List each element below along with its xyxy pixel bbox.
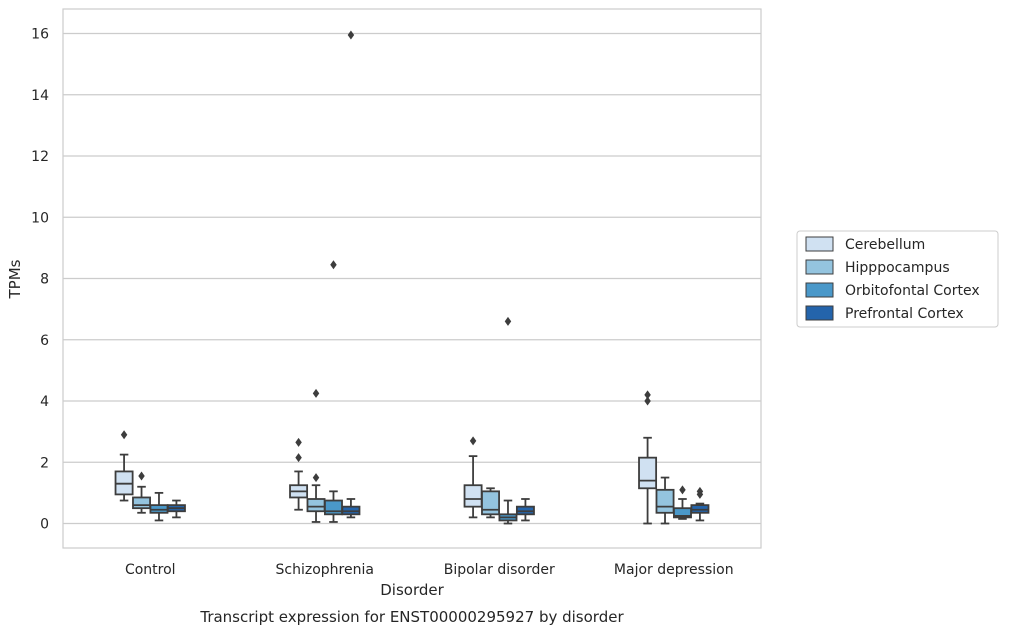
outlier-point [330, 260, 337, 270]
box-cerebellum [289, 437, 309, 511]
legend: Cerebellum Hipppocampus Orbitofontal Corte… [796, 230, 999, 328]
box-hipppocampus [655, 476, 675, 525]
box-iqr [132, 496, 151, 510]
legend-frame [796, 230, 999, 328]
outlier-point [679, 485, 686, 495]
y-tick-label: 10 [31, 210, 49, 226]
box-orbitofontal-cortex [149, 491, 169, 522]
y-tick-label: 2 [40, 455, 49, 471]
box-plot-series [114, 30, 710, 525]
box-prefrontal-cortex [515, 498, 535, 522]
outlier-point [312, 473, 320, 483]
y-axis-title: TPMs [6, 259, 24, 299]
gridlines [63, 32, 761, 525]
outlier-point [295, 453, 302, 463]
box-prefrontal-cortex [690, 486, 710, 522]
box-cerebellum [463, 436, 483, 519]
box-iqr [463, 484, 483, 508]
box-prefrontal-cortex [341, 30, 361, 519]
box-orbitofontal-cortex [498, 316, 518, 525]
y-tick-label: 8 [40, 272, 49, 288]
legend-label: Hipppocampus [845, 260, 950, 276]
x-tick-label: Schizophrenia [276, 562, 374, 578]
legend-swatch [805, 305, 834, 321]
legend-swatch [805, 282, 834, 298]
plot-area-frame [62, 8, 762, 549]
y-tick-label: 0 [40, 517, 49, 533]
legend-label: Cerebellum [845, 237, 925, 253]
box-hipppocampus [481, 487, 500, 519]
y-tick-label: 12 [31, 149, 49, 165]
box-cerebellum [638, 390, 658, 525]
outlier-point [504, 316, 512, 326]
outlier-point [295, 437, 302, 447]
legend-swatch [805, 259, 834, 275]
box-prefrontal-cortex [166, 499, 186, 519]
legend-label: Prefrontal Cortex [845, 306, 964, 322]
box-hipppocampus [306, 388, 326, 523]
box-cerebellum [114, 430, 134, 502]
box-iqr [324, 499, 343, 516]
legend-label: Orbitofontal Cortex [845, 283, 980, 299]
outlier-point [312, 388, 320, 398]
chart-title: Transcript expression for ENST0000029592… [199, 608, 624, 626]
x-tick-label: Control [125, 562, 176, 578]
outlier-point [644, 396, 651, 406]
outlier-point [120, 430, 128, 440]
legend-items: Cerebellum Hipppocampus Orbitofontal Corte… [805, 236, 980, 322]
outlier-point [644, 390, 651, 400]
x-tick-label: Bipolar disorder [444, 562, 555, 578]
outlier-point [347, 30, 355, 40]
x-tick-label: Major depression [614, 562, 734, 578]
y-tick-label: 16 [31, 27, 49, 43]
y-tick-label: 4 [40, 394, 49, 410]
box-hipppocampus [132, 471, 151, 514]
outlier-point [469, 436, 477, 446]
box-iqr [638, 456, 658, 490]
x-axis-ticks: Control Schizophrenia Bipolar disorder Majo… [125, 562, 734, 578]
box-iqr [655, 488, 675, 514]
box-iqr [481, 490, 500, 516]
x-axis-title: Disorder [380, 581, 444, 599]
box-iqr [306, 498, 326, 513]
legend-swatch [805, 236, 834, 252]
outlier-point [138, 471, 145, 481]
y-axis-ticks: 0 2 4 6 8 10 12 14 16 [31, 27, 49, 533]
y-tick-label: 14 [31, 88, 49, 104]
y-tick-label: 6 [40, 333, 49, 349]
outlier-point [696, 486, 704, 496]
